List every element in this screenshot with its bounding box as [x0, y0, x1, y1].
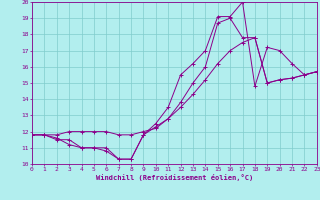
X-axis label: Windchill (Refroidissement éolien,°C): Windchill (Refroidissement éolien,°C)	[96, 174, 253, 181]
